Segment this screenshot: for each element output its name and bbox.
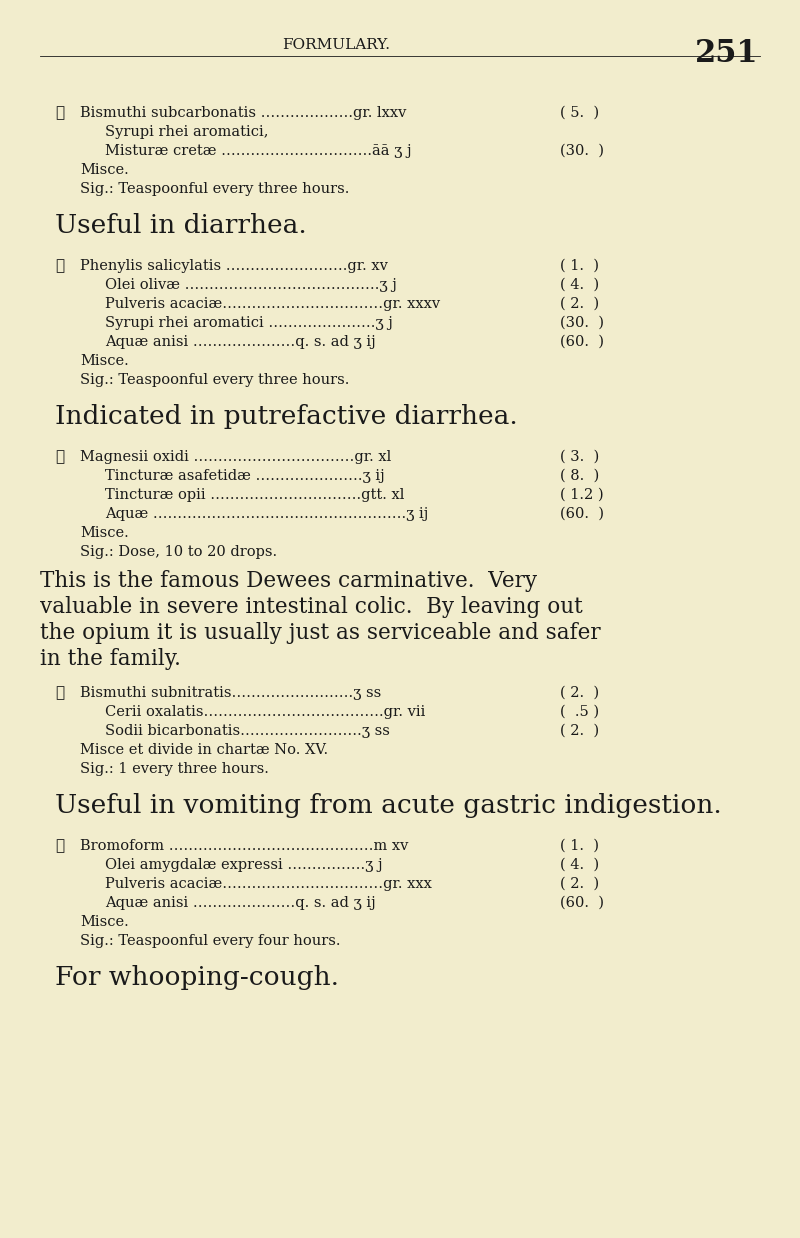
Text: (  .5 ): ( .5 ) <box>560 704 599 719</box>
Text: Sodii bicarbonatis…………………….ʒ ss: Sodii bicarbonatis…………………….ʒ ss <box>105 724 390 738</box>
Text: Useful in diarrhea.: Useful in diarrhea. <box>55 213 306 238</box>
Text: Sig.: 1 every three hours.: Sig.: 1 every three hours. <box>80 763 269 776</box>
Text: ( 4.  ): ( 4. ) <box>560 858 599 872</box>
Text: ℞: ℞ <box>55 686 64 699</box>
Text: ( 5.  ): ( 5. ) <box>560 106 599 120</box>
Text: Misce.: Misce. <box>80 163 129 177</box>
Text: the opium it is usually just as serviceable and safer: the opium it is usually just as servicea… <box>40 621 601 644</box>
Text: Olei amygdalæ expressi …………….ʒ j: Olei amygdalæ expressi …………….ʒ j <box>105 858 382 872</box>
Text: Bismuthi subnitratis…………………….ʒ ss: Bismuthi subnitratis…………………….ʒ ss <box>80 686 382 699</box>
Text: Pulveris acaciæ……………………………gr. xxxv: Pulveris acaciæ……………………………gr. xxxv <box>105 297 440 311</box>
Text: valuable in severe intestinal colic.  By leaving out: valuable in severe intestinal colic. By … <box>40 595 582 618</box>
Text: For whooping-cough.: For whooping-cough. <box>55 964 339 990</box>
Text: Misce.: Misce. <box>80 526 129 540</box>
Text: ℞: ℞ <box>55 449 64 464</box>
Text: ( 2.  ): ( 2. ) <box>560 724 599 738</box>
Text: Misce.: Misce. <box>80 354 129 368</box>
Text: Phenylis salicylatis …………………….gr. xv: Phenylis salicylatis …………………….gr. xv <box>80 259 388 274</box>
Text: Aquæ anisi …………………q. s. ad ʒ ij: Aquæ anisi …………………q. s. ad ʒ ij <box>105 896 376 910</box>
Text: Tincturæ opii ………………………….gtt. xl: Tincturæ opii ………………………….gtt. xl <box>105 488 404 501</box>
Text: Syrupi rhei aromatici ………………….ʒ j: Syrupi rhei aromatici ………………….ʒ j <box>105 316 393 331</box>
Text: ( 1.2 ): ( 1.2 ) <box>560 488 604 501</box>
Text: Tincturæ asafetidæ ………………….ʒ ij: Tincturæ asafetidæ ………………….ʒ ij <box>105 469 385 483</box>
Text: Olei olivæ ………………………………….ʒ j: Olei olivæ ………………………………….ʒ j <box>105 279 397 292</box>
Text: Bromoform ……………………………………ⅿ xv: Bromoform ……………………………………ⅿ xv <box>80 839 408 853</box>
Text: 251: 251 <box>694 38 758 69</box>
Text: (60.  ): (60. ) <box>560 335 604 349</box>
Text: Indicated in putrefactive diarrhea.: Indicated in putrefactive diarrhea. <box>55 404 518 430</box>
Text: (60.  ): (60. ) <box>560 896 604 910</box>
Text: ℞: ℞ <box>55 839 64 853</box>
Text: ( 2.  ): ( 2. ) <box>560 297 599 311</box>
Text: Sig.: Teaspoonful every three hours.: Sig.: Teaspoonful every three hours. <box>80 373 350 387</box>
Text: This is the famous Dewees carminative.  Very: This is the famous Dewees carminative. V… <box>40 569 537 592</box>
Text: Sig.: Dose, 10 to 20 drops.: Sig.: Dose, 10 to 20 drops. <box>80 545 277 560</box>
Text: ( 1.  ): ( 1. ) <box>560 839 599 853</box>
Text: Aquæ anisi …………………q. s. ad ʒ ij: Aquæ anisi …………………q. s. ad ʒ ij <box>105 335 376 349</box>
Text: ( 3.  ): ( 3. ) <box>560 449 599 464</box>
Text: ℞: ℞ <box>55 259 64 274</box>
Text: Aquæ …………………………………………….ʒ ij: Aquæ …………………………………………….ʒ ij <box>105 508 428 521</box>
Text: (30.  ): (30. ) <box>560 144 604 158</box>
Text: Sig.: Teaspoonful every four hours.: Sig.: Teaspoonful every four hours. <box>80 933 341 948</box>
Text: Sig.: Teaspoonful every three hours.: Sig.: Teaspoonful every three hours. <box>80 182 350 196</box>
Text: Cerii oxalatis……………………………….gr. vii: Cerii oxalatis……………………………….gr. vii <box>105 704 426 719</box>
Text: ( 1.  ): ( 1. ) <box>560 259 599 274</box>
Text: Misce et divide in chartæ No. XV.: Misce et divide in chartæ No. XV. <box>80 743 328 756</box>
Text: (30.  ): (30. ) <box>560 316 604 331</box>
Text: Magnesii oxidi ……………………………gr. xl: Magnesii oxidi ……………………………gr. xl <box>80 449 391 464</box>
Text: FORMULARY.: FORMULARY. <box>282 38 390 52</box>
Text: ( 8.  ): ( 8. ) <box>560 469 599 483</box>
Text: Misturæ cretæ ………………………….āā ʒ j: Misturæ cretæ ………………………….āā ʒ j <box>105 144 412 158</box>
Text: (60.  ): (60. ) <box>560 508 604 521</box>
Text: Useful in vomiting from acute gastric indigestion.: Useful in vomiting from acute gastric in… <box>55 794 722 818</box>
Text: Pulveris acaciæ……………………………gr. xxx: Pulveris acaciæ……………………………gr. xxx <box>105 877 432 891</box>
Text: ℞: ℞ <box>55 106 64 120</box>
Text: Bismuthi subcarbonatis ……………….gr. lxxv: Bismuthi subcarbonatis ……………….gr. lxxv <box>80 106 406 120</box>
Text: ( 2.  ): ( 2. ) <box>560 877 599 891</box>
Text: ( 2.  ): ( 2. ) <box>560 686 599 699</box>
Text: Misce.: Misce. <box>80 915 129 928</box>
Text: Syrupi rhei aromatici,: Syrupi rhei aromatici, <box>105 125 269 139</box>
Text: in the family.: in the family. <box>40 647 181 670</box>
Text: ( 4.  ): ( 4. ) <box>560 279 599 292</box>
